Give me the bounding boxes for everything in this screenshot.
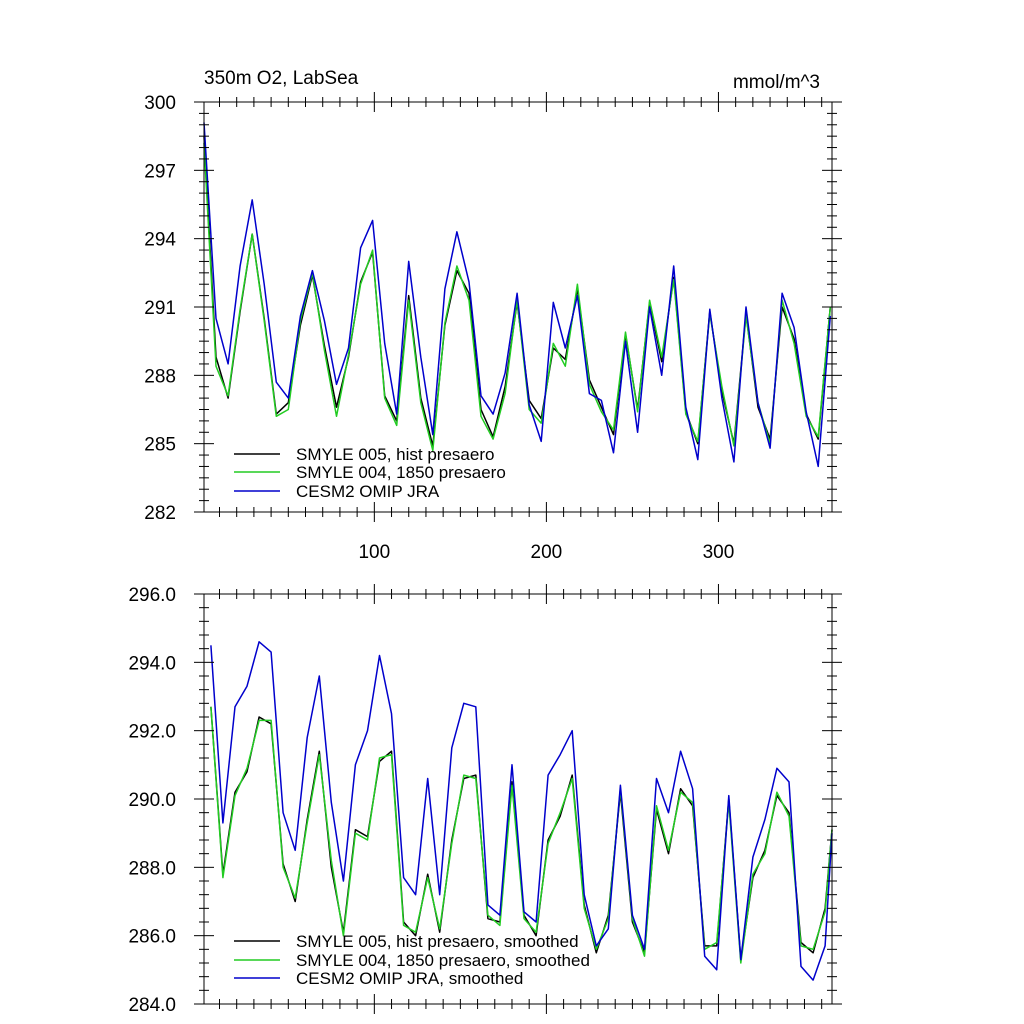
bottom-chart-legend: SMYLE 005, hist presaero, smoothed SMYLE… [234, 932, 590, 988]
bottom-y-tick-label: 284.0 [128, 995, 176, 1016]
bottom-y-tick-label: 294.0 [128, 653, 176, 674]
bottom-y-tick-label: 296.0 [128, 585, 176, 606]
top-chart-panel: 350m O2, LabSea mmol/m^3 100 200 300 282 285… [144, 68, 842, 563]
bottom-y-tick-label: 290.0 [128, 790, 176, 811]
top-chart-title: 350m O2, LabSea [204, 68, 359, 89]
legend-label-smyle-005-smoothed: SMYLE 005, hist presaero, smoothed [296, 932, 579, 951]
bottom-series-line-smyle-005-hist-presaero-smoothed [210, 706, 833, 961]
top-x-tick-label: 300 [703, 542, 735, 563]
legend-label-cesm2: CESM2 OMIP JRA [296, 482, 440, 501]
top-chart-legend: SMYLE 005, hist presaero SMYLE 004, 1850… [234, 445, 506, 501]
top-chart-ticks: 100 200 300 282 285 288 291 294 297 300 [144, 92, 842, 563]
bottom-series-line-cesm2-omip-jra-smoothed [210, 641, 833, 981]
bottom-chart-plot-frame [203, 593, 833, 1005]
top-series-line-cesm2-omip-jra [203, 122, 832, 468]
top-x-tick-label: 200 [531, 542, 563, 563]
bottom-chart-panel: 284.0 286.0 288.0 290.0 292.0 294.0 296.0 SMYL… [128, 584, 842, 1016]
top-chart-plot-frame [203, 101, 833, 513]
top-y-tick-label: 300 [144, 93, 176, 114]
bottom-y-tick-label: 292.0 [128, 722, 176, 743]
top-y-tick-label: 282 [144, 503, 176, 524]
top-y-tick-label: 288 [144, 366, 176, 387]
top-y-tick-label: 285 [144, 435, 176, 456]
bottom-y-tick-label: 288.0 [128, 858, 176, 879]
top-series-line-smyle-005-hist-presaero [203, 136, 832, 447]
legend-label-cesm2-smoothed: CESM2 OMIP JRA, smoothed [296, 969, 523, 988]
top-y-tick-label: 291 [144, 298, 176, 319]
legend-label-smyle-004: SMYLE 004, 1850 presaero [296, 463, 506, 482]
top-y-tick-label: 297 [144, 161, 176, 182]
top-y-tick-label: 294 [144, 230, 176, 251]
top-x-tick-label: 100 [358, 542, 390, 563]
bottom-chart-ticks: 284.0 286.0 288.0 290.0 292.0 294.0 296.0 [128, 584, 842, 1016]
top-chart-units: mmol/m^3 [733, 72, 820, 93]
legend-label-smyle-004-smoothed: SMYLE 004, 1850 presaero, smoothed [296, 951, 590, 970]
top-chart-series-group [203, 122, 832, 468]
bottom-chart-series-group [210, 641, 833, 981]
legend-label-smyle-005: SMYLE 005, hist presaero [296, 445, 494, 464]
bottom-y-tick-label: 286.0 [128, 927, 176, 948]
